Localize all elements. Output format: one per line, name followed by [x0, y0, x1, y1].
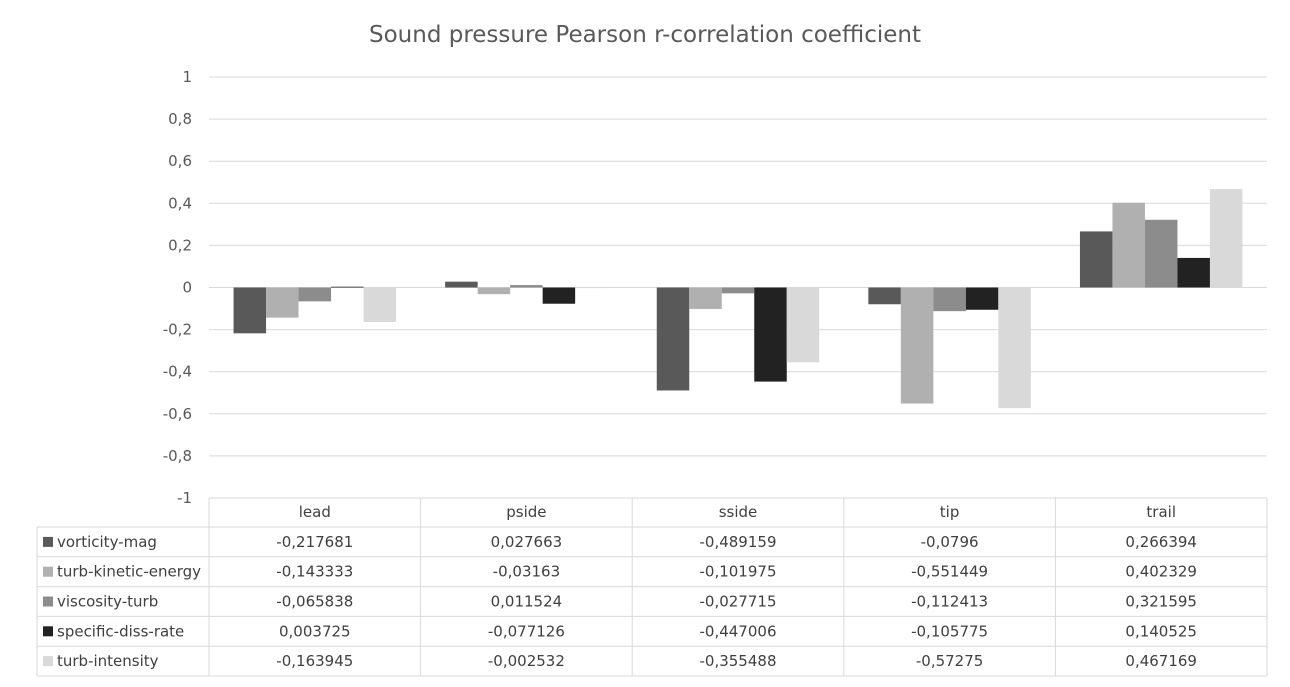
data-label: -0,143333	[276, 563, 353, 581]
data-label: -0,217681	[276, 533, 353, 551]
x-category-label: sside	[719, 503, 758, 521]
data-label: 0,467169	[1125, 652, 1197, 670]
y-axis-ticks: 1 0,8 0,6 0,4 0,2 0 -0,2 -0,4 -0,6 -0,8 -1	[163, 68, 192, 507]
bar-turb-kinetic-energy-sside	[689, 287, 722, 309]
legend-swatch-specific-diss-rate	[43, 626, 53, 637]
data-label: -0,105775	[911, 622, 988, 640]
data-label: 0,027663	[491, 533, 563, 551]
y-tick-label: -0,2	[163, 321, 192, 339]
y-tick-label: -0,6	[163, 405, 192, 423]
bar-turb-intensity-tip	[998, 287, 1031, 409]
legend-swatch-turb-intensity	[43, 656, 53, 667]
data-table: lead pside sside tip trail vorticity-mag -0,21…	[36, 497, 1268, 677]
data-label: -0,551449	[911, 563, 988, 581]
y-tick-label: 0,4	[168, 194, 192, 212]
legend-swatch-viscosity-turb	[43, 596, 53, 607]
bar-turb-kinetic-energy-tip	[900, 287, 934, 404]
data-label: -0,101975	[700, 563, 777, 581]
x-category-label: trail	[1146, 503, 1176, 521]
data-label: -0,489159	[700, 533, 777, 551]
legend-label: turb-intensity	[57, 652, 159, 670]
bar-vorticity-mag-tip	[868, 287, 901, 305]
bar-specific-diss-rate-pside	[542, 287, 576, 304]
data-label: 0,140525	[1125, 622, 1197, 640]
data-label: -0,112413	[911, 593, 988, 611]
data-label: -0,0796	[921, 533, 979, 551]
bar-turb-intensity-trail	[1209, 189, 1243, 288]
bar-vorticity-mag-lead	[233, 287, 267, 334]
bar-viscosity-turb-pside	[510, 285, 543, 288]
data-label: 0,321595	[1125, 593, 1197, 611]
bar-vorticity-mag-pside	[445, 281, 478, 288]
bar-specific-diss-rate-trail	[1177, 257, 1210, 288]
legend-label: viscosity-turb	[57, 593, 158, 611]
bar-specific-diss-rate-tip	[965, 287, 999, 310]
y-tick-label: -1	[177, 489, 192, 507]
y-tick-label: 0,8	[168, 110, 192, 128]
bar-vorticity-mag-trail	[1079, 231, 1113, 288]
data-label: 0,011524	[491, 593, 563, 611]
data-label: -0,027715	[700, 593, 777, 611]
bar-viscosity-turb-tip	[933, 287, 966, 312]
data-label: 0,003725	[279, 622, 351, 640]
legend-swatch-vorticity-mag	[43, 536, 53, 547]
x-category-label: tip	[940, 503, 960, 521]
bar-turb-kinetic-energy-trail	[1112, 202, 1145, 288]
data-label: 0,266394	[1125, 533, 1197, 551]
bars	[233, 189, 1243, 409]
chart-title: Sound pressure Pearson r-correlation coe…	[369, 22, 921, 48]
bar-viscosity-turb-lead	[298, 287, 332, 302]
bar-turb-intensity-sside	[786, 287, 820, 363]
bar-specific-diss-rate-lead	[331, 286, 364, 288]
bar-vorticity-mag-sside	[656, 287, 690, 391]
y-tick-label: 1	[182, 68, 192, 86]
y-tick-label: 0,2	[168, 236, 192, 254]
bar-turb-intensity-lead	[363, 287, 397, 323]
data-label: -0,002532	[488, 652, 565, 670]
legend-label: vorticity-mag	[57, 533, 157, 551]
bar-turb-kinetic-energy-lead	[266, 287, 299, 318]
data-label: -0,447006	[700, 622, 777, 640]
bar-viscosity-turb-trail	[1144, 219, 1178, 288]
data-label: -0,03163	[493, 563, 560, 581]
legend-swatch-turb-kinetic-energy	[43, 566, 53, 577]
legend-label: turb-kinetic-energy	[57, 563, 201, 581]
bar-turb-kinetic-energy-pside	[477, 287, 511, 295]
data-label: 0,402329	[1125, 563, 1197, 581]
data-label: -0,065838	[276, 593, 353, 611]
bar-viscosity-turb-sside	[721, 287, 755, 294]
data-label: -0,57275	[916, 652, 983, 670]
y-tick-label: 0,6	[168, 152, 192, 170]
x-category-label: pside	[506, 503, 546, 521]
x-category-label: lead	[299, 503, 331, 521]
y-tick-label: 0	[182, 279, 192, 297]
y-tick-label: -0,4	[163, 363, 192, 381]
data-label: -0,355488	[700, 652, 777, 670]
y-tick-label: -0,8	[163, 447, 192, 465]
data-label: -0,077126	[488, 622, 565, 640]
legend-label: specific-diss-rate	[57, 622, 184, 640]
bar-specific-diss-rate-sside	[754, 287, 787, 382]
data-label: -0,163945	[276, 652, 353, 670]
bar-turb-intensity-pside	[575, 287, 608, 289]
